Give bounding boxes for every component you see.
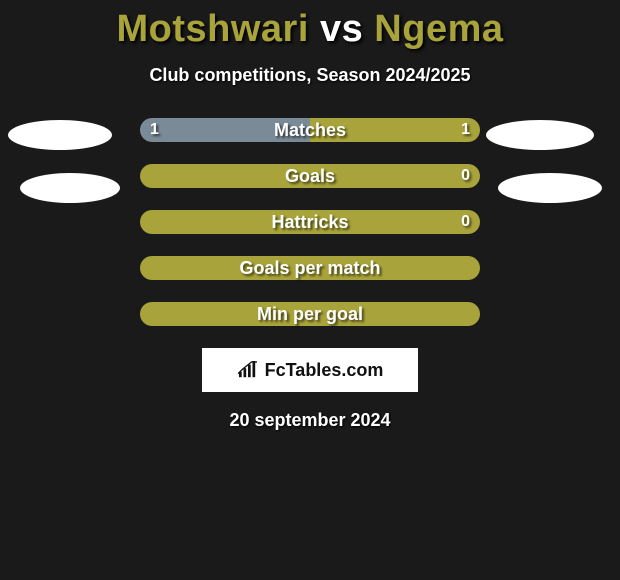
decorative-ellipse — [498, 173, 602, 203]
bar-track — [140, 118, 480, 142]
decorative-ellipse — [486, 120, 594, 150]
bar-track — [140, 302, 480, 326]
value-right: 0 — [461, 164, 470, 188]
stat-row: Goals per match — [140, 256, 480, 280]
bar-track — [140, 210, 480, 234]
stat-row: Hattricks0 — [140, 210, 480, 234]
value-right: 0 — [461, 210, 470, 234]
bar-right — [140, 302, 480, 326]
stat-row: Goals0 — [140, 164, 480, 188]
bar-right — [140, 164, 480, 188]
bar-right — [140, 210, 480, 234]
player2-name: Ngema — [374, 8, 503, 50]
decorative-ellipse — [8, 120, 112, 150]
stat-row: Matches11 — [140, 118, 480, 142]
stat-row: Min per goal — [140, 302, 480, 326]
bar-right — [310, 118, 480, 142]
player1-name: Motshwari — [116, 8, 308, 50]
subtitle: Club competitions, Season 2024/2025 — [0, 65, 620, 86]
chart-icon — [237, 361, 259, 379]
date-text: 20 september 2024 — [0, 410, 620, 431]
decorative-ellipse — [20, 173, 120, 203]
brand-text: FcTables.com — [265, 360, 384, 381]
value-right: 1 — [461, 118, 470, 142]
comparison-title: Motshwari vs Ngema — [0, 0, 620, 51]
bar-left — [140, 118, 310, 142]
brand-badge: FcTables.com — [202, 348, 418, 392]
bar-right — [140, 256, 480, 280]
value-left: 1 — [150, 118, 159, 142]
bar-track — [140, 256, 480, 280]
vs-text: vs — [320, 8, 363, 50]
bar-track — [140, 164, 480, 188]
